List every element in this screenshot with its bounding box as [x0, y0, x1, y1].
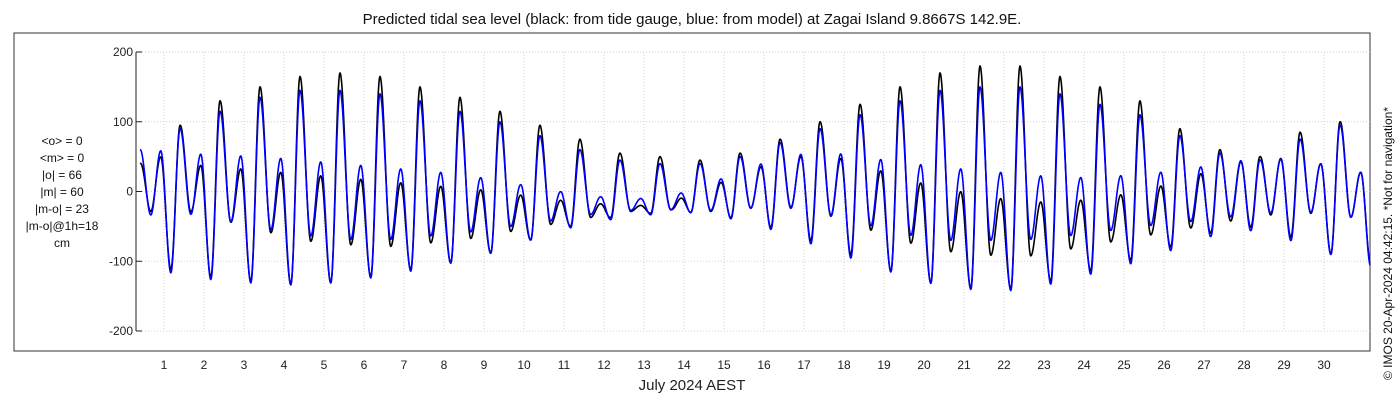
x-tick-label: 19	[877, 358, 891, 372]
chart-title: Predicted tidal sea level (black: from t…	[363, 11, 1022, 28]
stat-abs-model: |m| = 60	[40, 185, 84, 199]
x-tick-label: 5	[321, 358, 328, 372]
y-tick-label: 0	[126, 185, 133, 199]
x-tick-label: 22	[997, 358, 1011, 372]
x-axis-label: July 2024 AEST	[639, 377, 746, 394]
x-tick-label: 18	[837, 358, 851, 372]
x-tick-label: 11	[558, 358, 571, 372]
stats-panel: <o> = 0 <m> = 0 |o| = 66 |m| = 60 |m-o| …	[26, 134, 99, 250]
x-tick-label: 13	[637, 358, 651, 372]
y-tick-label: -200	[109, 324, 133, 338]
x-tick-label: 28	[1237, 358, 1251, 372]
x-tick-label: 1	[161, 358, 168, 372]
y-tick-label: -100	[109, 254, 133, 268]
x-tick-label: 23	[1037, 358, 1051, 372]
stat-mean-observed: <o> = 0	[41, 134, 82, 148]
x-tick-label: 29	[1277, 358, 1291, 372]
x-tick-label: 9	[481, 358, 488, 372]
x-tick-label: 3	[241, 358, 248, 372]
x-tick-label: 4	[281, 358, 288, 372]
stat-mean-model: <m> = 0	[40, 151, 85, 165]
x-tick-label: 8	[441, 358, 448, 372]
x-tick-label: 17	[797, 358, 811, 372]
x-tick-label: 25	[1117, 358, 1131, 372]
series-line	[139, 86, 1371, 292]
stat-abs-difference-1h: |m-o|@1h=18	[26, 219, 99, 233]
x-tick-label: 6	[361, 358, 368, 372]
stat-abs-difference: |m-o| = 23	[35, 202, 89, 216]
x-tick-label: 24	[1077, 358, 1091, 372]
x-tick-label: 20	[917, 358, 931, 372]
x-tick-label: 21	[957, 358, 971, 372]
x-tick-label: 27	[1197, 358, 1211, 372]
x-tick-label: 30	[1317, 358, 1331, 372]
stat-abs-observed: |o| = 66	[42, 168, 82, 182]
x-tick-label: 26	[1157, 358, 1171, 372]
stat-unit: cm	[54, 236, 70, 250]
x-tick-label: 7	[401, 358, 408, 372]
x-tick-label: 16	[757, 358, 771, 372]
x-tick-label: 12	[597, 358, 611, 372]
x-tick-label: 14	[677, 358, 691, 372]
y-tick-label: 200	[113, 45, 133, 59]
credit-text: © IMOS 20-Apr-2024 04:42:15. *Not for na…	[1381, 107, 1395, 380]
y-tick-label: 100	[113, 115, 133, 129]
x-tick-label: 10	[517, 358, 531, 372]
x-tick-label: 2	[201, 358, 208, 372]
x-tick-label: 15	[717, 358, 731, 372]
